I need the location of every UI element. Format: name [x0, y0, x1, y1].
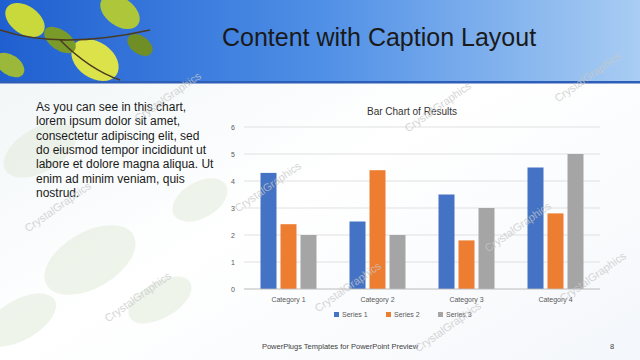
branch: [0, 30, 150, 80]
caption-line: do eiusmod tempor incididunt ut: [36, 143, 207, 157]
grid-line: [244, 289, 600, 290]
bar: [390, 235, 406, 289]
watermark: CrystalGraphics: [232, 159, 303, 214]
header-leaf: [0, 0, 51, 44]
background-leaf: [0, 283, 65, 358]
legend-swatch: [334, 312, 339, 317]
y-tick-label: 6: [231, 124, 235, 131]
legend-swatch: [438, 312, 443, 317]
x-axis: [244, 289, 600, 290]
watermark: CrystalGraphics: [557, 249, 628, 304]
legend-swatch: [386, 312, 391, 317]
watermark: CrystalGraphics: [312, 259, 383, 314]
slide-title: Content with Caption Layout: [222, 23, 536, 51]
grid-line: [244, 181, 600, 182]
y-tick-label: 0: [231, 286, 235, 293]
watermark: CrystalGraphics: [22, 179, 93, 234]
y-tick-label: 2: [231, 232, 235, 239]
bar: [281, 224, 297, 289]
legend-label: Series 1: [342, 311, 368, 318]
y-tick-label: 5: [231, 151, 235, 158]
caption-line: labore et dolore magna aliqua. Ut: [36, 157, 214, 171]
watermark: CrystalGraphics: [482, 199, 553, 254]
bars: [261, 154, 584, 289]
bar: [548, 213, 564, 289]
watermark: CrystalGraphics: [412, 299, 483, 354]
grid-line: [244, 262, 600, 263]
bar: [459, 240, 475, 289]
caption-line: enim ad minim veniam, quis: [36, 172, 185, 186]
grid-line: [244, 235, 600, 236]
header-leaf: [94, 0, 146, 36]
watermark: CrystalGraphics: [102, 269, 173, 324]
footer: PowerPlugs Templates for PowerPoint Prev…: [262, 342, 419, 351]
y-tick-label: 4: [231, 178, 235, 185]
bar: [301, 235, 317, 289]
bar: [568, 154, 584, 289]
watermark: CrystalGraphics: [402, 79, 473, 134]
y-tick-label: 1: [231, 259, 235, 266]
bar: [439, 195, 455, 290]
legend-label: Series 2: [394, 311, 420, 318]
bar: [528, 168, 544, 290]
watermark: CrystalGraphics: [552, 49, 623, 104]
header-rule: [0, 81, 640, 84]
caption-line: lorem ipsum dolor sit amet,: [36, 114, 180, 128]
caption-line: consectetur adipiscing elit, sed: [36, 129, 199, 143]
watermark: CrystalGraphics: [132, 69, 203, 124]
grid-line: [244, 127, 600, 128]
grid-line: [244, 154, 600, 155]
x-tick-label: Category 1: [271, 296, 305, 304]
x-tick-label: Category 2: [360, 296, 394, 304]
header-leaf: [0, 48, 29, 83]
background: [0, 0, 640, 360]
page-number: 8: [610, 342, 614, 351]
